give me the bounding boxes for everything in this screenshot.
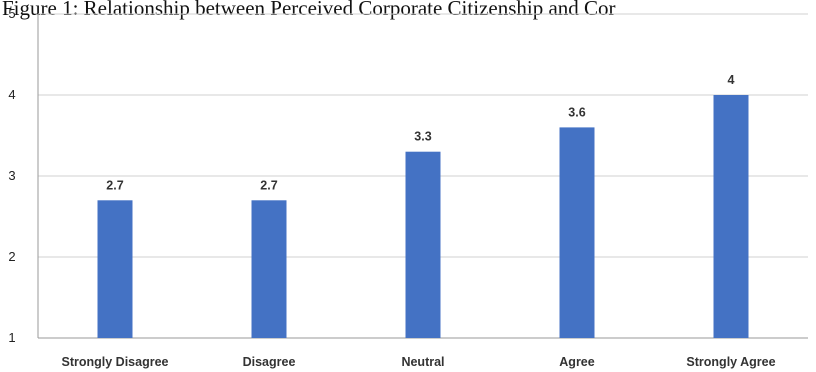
data-label: 3.6 (568, 105, 585, 119)
category-label: Strongly Disagree (62, 355, 169, 369)
category-labels: Strongly Disagree Disagree Neutral Agree Str… (62, 355, 776, 369)
data-label: 4 (728, 73, 735, 87)
bar (97, 200, 133, 338)
bar (713, 95, 749, 338)
bar (559, 127, 595, 339)
category-label: Neutral (401, 355, 444, 369)
y-tick-label: 2 (8, 249, 15, 264)
data-label: 2.7 (260, 178, 277, 192)
bar (405, 151, 441, 338)
y-tick-label: 5 (8, 6, 15, 21)
bar (251, 200, 287, 338)
category-label: Agree (559, 355, 594, 369)
bars (97, 95, 749, 339)
figure-caption: Figure 1: Relationship between Perceived… (2, 0, 616, 20)
y-tick-label: 4 (8, 87, 15, 102)
data-label: 2.7 (106, 178, 123, 192)
y-axis-ticks: 1 2 3 4 5 (8, 6, 15, 345)
category-label: Strongly Agree (686, 355, 775, 369)
data-labels: 2.7 2.7 3.3 3.6 4 (106, 73, 734, 192)
y-tick-label: 1 (8, 330, 15, 345)
category-label: Disagree (243, 355, 296, 369)
data-label: 3.3 (414, 130, 431, 144)
y-tick-label: 3 (8, 168, 15, 183)
